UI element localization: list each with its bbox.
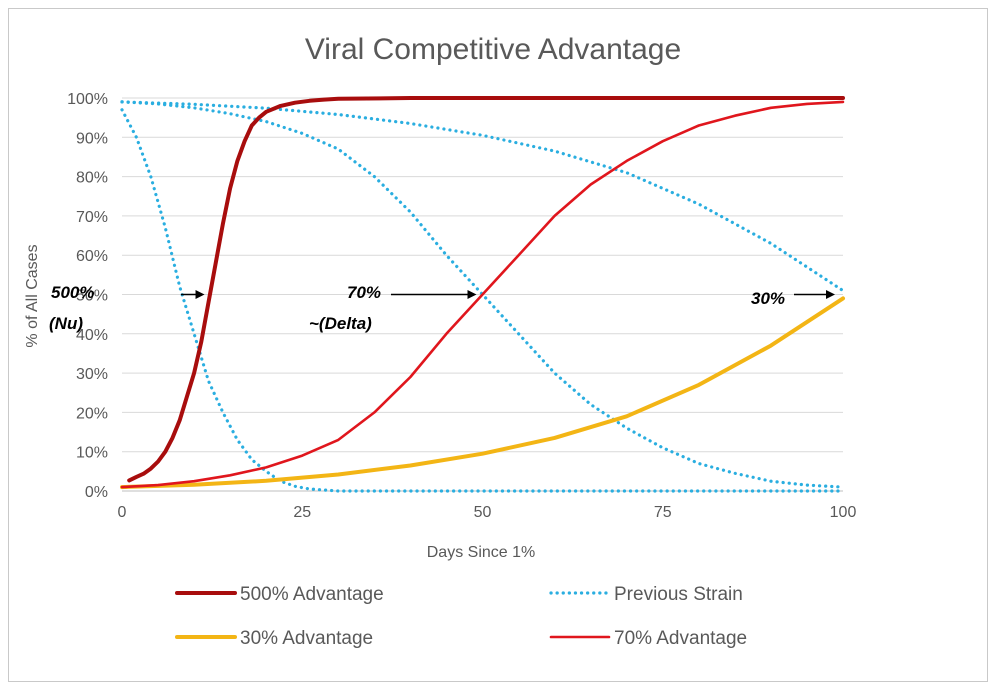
series-line-30-advantage	[120, 296, 845, 490]
annotation-layer: 500% (Nu) 70% ~(Delta) 30%	[49, 283, 835, 333]
series-line-previous-strain	[120, 108, 845, 493]
series-line-500-advantage	[127, 96, 845, 483]
y-tick-label: 80%	[76, 170, 108, 187]
y-tick-label: 70%	[76, 209, 108, 226]
annotation-label: 500%	[51, 283, 94, 302]
y-tick-label: 100%	[67, 91, 108, 108]
y-tick-label: 30%	[76, 366, 108, 383]
series-line-previous-strain	[120, 100, 845, 293]
y-tick-label: 20%	[76, 405, 108, 422]
y-tick-label: 60%	[76, 248, 108, 265]
legend-label: 500% Advantage	[240, 584, 384, 605]
annotation-label: ~(Delta)	[309, 314, 372, 333]
x-axis-title: Days Since 1%	[427, 544, 536, 561]
y-tick-label: 0%	[85, 484, 108, 501]
x-tick-label: 0	[118, 504, 127, 521]
x-tick-label: 75	[654, 504, 672, 521]
y-tick-label: 50%	[76, 288, 108, 305]
legend: 500% Advantage Previous Strain 30% Advanta…	[175, 584, 747, 649]
x-tick-label: 100	[830, 504, 857, 521]
legend-label: Previous Strain	[614, 584, 743, 605]
series-layer	[120, 96, 845, 493]
y-axis-ticks: 0% 10% 20% 30% 40% 50% 60% 70% 80% 90% 100%	[67, 91, 108, 501]
annotation-label: 30%	[751, 289, 785, 308]
x-tick-label: 50	[474, 504, 492, 521]
x-tick-label: 25	[293, 504, 311, 521]
y-tick-label: 90%	[76, 130, 108, 147]
annotation-arrowhead	[826, 290, 835, 299]
line-chart: Viral Competitive Advantage 0% 10% 20% 30% 4…	[24, 33, 857, 649]
series-line-70-advantage	[120, 100, 845, 489]
y-tick-label: 40%	[76, 327, 108, 344]
annotation-arrowhead	[195, 290, 205, 299]
legend-label: 30% Advantage	[240, 628, 373, 649]
annotation-label: (Nu)	[49, 314, 83, 333]
y-tick-label: 10%	[76, 445, 108, 462]
x-axis-ticks: 0 25 50 75 100	[118, 504, 857, 521]
annotation-label: 70%	[347, 283, 381, 302]
annotation-arrowhead	[467, 290, 477, 299]
chart-frame: Viral Competitive Advantage 0% 10% 20% 30% 4…	[8, 8, 988, 682]
y-axis-title: % of All Cases	[24, 244, 41, 347]
chart-title: Viral Competitive Advantage	[305, 33, 681, 66]
legend-label: 70% Advantage	[614, 628, 747, 649]
